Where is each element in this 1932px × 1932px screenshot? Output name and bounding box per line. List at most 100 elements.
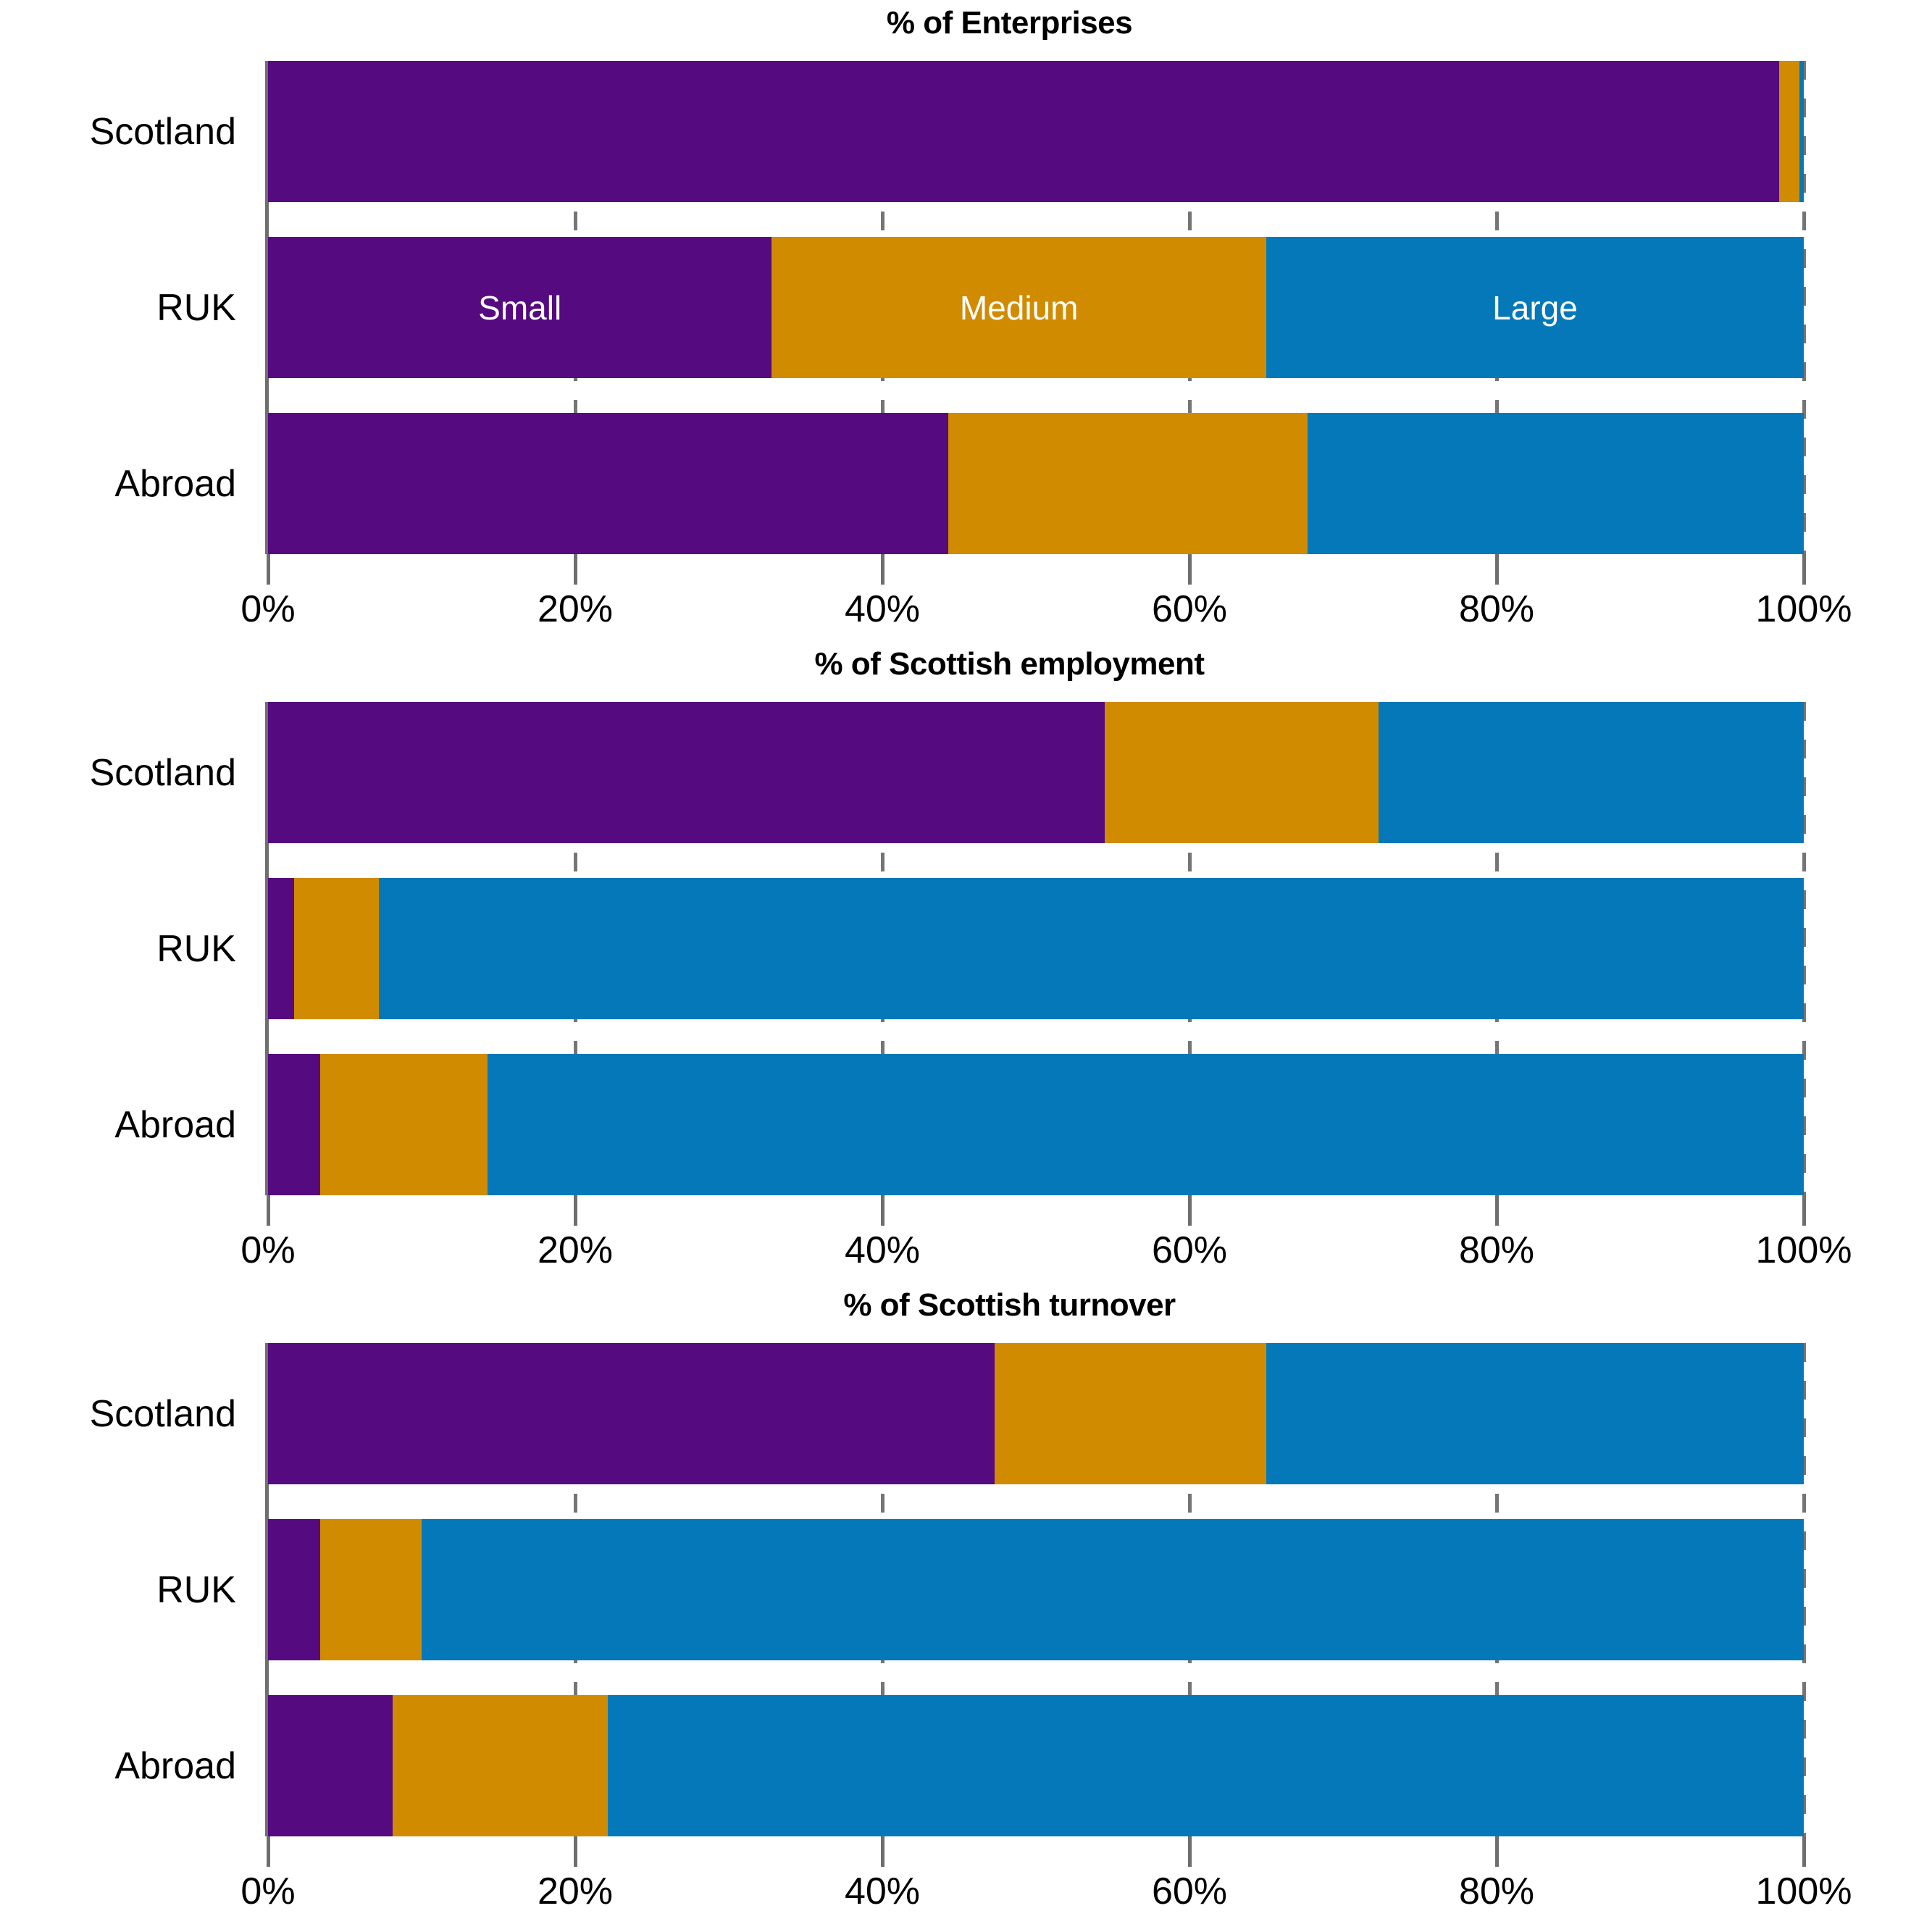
table-row: RUK [156, 1519, 1804, 1660]
bar-segment-medium [1105, 702, 1379, 843]
x-axis-tick [574, 1836, 577, 1867]
y-axis-line [265, 61, 269, 554]
row-spacer [268, 202, 1804, 237]
x-axis-tick [881, 1195, 885, 1226]
bar-segment-small [268, 1695, 393, 1836]
table-row: RUK [156, 878, 1804, 1019]
x-axis-tick-label: 60% [1151, 1229, 1228, 1271]
y-axis-line [265, 702, 269, 1195]
row-spacer [268, 378, 1804, 413]
segment-label: Medium [959, 288, 1079, 327]
x-axis-tick [881, 1836, 885, 1867]
row-spacer [268, 1019, 1804, 1054]
x-axis-tick-label: 40% [844, 1229, 921, 1271]
bar-segment-medium [948, 413, 1308, 554]
bar-segment-small [268, 61, 1780, 202]
x-axis-tick [1495, 1195, 1499, 1226]
row-spacer [268, 1484, 1804, 1519]
bar-segment-small [268, 1054, 321, 1195]
table-row: RUK Small Medium Large [156, 237, 1804, 378]
x-axis-tick-label: 60% [1151, 1870, 1228, 1912]
category-label-ruk: RUK [156, 1568, 236, 1611]
chart-title: % of Scottish turnover [843, 1287, 1176, 1323]
bar-segment-large [421, 1519, 1804, 1660]
table-row: Abroad [114, 1054, 1804, 1195]
x-axis-tick-label: 0% [241, 1229, 296, 1271]
chart-title: % of Enterprises [886, 5, 1133, 41]
bar-rows: Scotland RUK Small Medium Large Abroad [90, 61, 1804, 554]
x-axis-tick-label: 100% [1755, 1229, 1852, 1271]
x-axis-tick-label: 100% [1755, 1870, 1852, 1912]
bar-segment-small [268, 878, 295, 1019]
category-label-abroad: Abroad [114, 462, 236, 505]
x-axis-tick-label: 20% [537, 1870, 614, 1912]
x-axis-tick-label: 100% [1755, 588, 1852, 630]
category-label-scotland: Scotland [89, 1392, 236, 1435]
row-spacer [268, 1660, 1804, 1695]
bar-rows: Scotland RUK Abroad [90, 1343, 1804, 1836]
bar-segment-medium: Medium [771, 237, 1266, 378]
category-label-scotland: Scotland [89, 110, 236, 153]
chart-panel-1: % of Enterprises Scotland RUK Small Medium La… [0, 5, 1932, 631]
x-axis: 0% 20% 40% 60% 80% 100% [241, 1195, 1852, 1271]
bar-segment-large: Large [1266, 237, 1804, 378]
bar-segment-large [607, 1695, 1804, 1836]
x-axis-tick [267, 1836, 270, 1867]
chart-panel-3: % of Scottish turnover Scotland RUK Abroad 0… [0, 1287, 1932, 1913]
x-axis-tick [1802, 554, 1806, 585]
x-axis-tick [574, 554, 577, 585]
bar-segment-small [268, 1519, 321, 1660]
plot-area: Scotland RUK Small Medium Large Abroad [90, 61, 1806, 554]
bar-rows: Scotland RUK Abroad [90, 702, 1804, 1195]
bar-segment-large [1266, 1343, 1804, 1484]
table-row: Scotland [90, 702, 1804, 843]
category-label-scotland: Scotland [89, 751, 236, 794]
x-axis: 0% 20% 40% 60% 80% 100% [241, 554, 1852, 630]
table-row: Abroad [114, 413, 1804, 554]
bar-segment-small [268, 1343, 995, 1484]
table-row: Scotland [90, 61, 1804, 202]
x-axis-tick-label: 40% [844, 1870, 921, 1912]
x-axis-tick [574, 1195, 577, 1226]
segment-label: Small [478, 288, 562, 327]
x-axis-tick [267, 554, 270, 585]
x-axis-tick [1802, 1195, 1806, 1226]
x-axis-tick [1495, 1836, 1499, 1867]
x-axis-tick [1188, 1195, 1192, 1226]
bar-segment-medium [320, 1519, 422, 1660]
chart-panel-2: % of Scottish employment Scotland RUK Abroa… [0, 646, 1932, 1272]
bar-segment-large [378, 878, 1804, 1019]
x-axis-tick-label: 20% [537, 588, 614, 630]
bar-segment-medium [994, 1343, 1266, 1484]
category-label-ruk: RUK [156, 927, 236, 970]
x-axis-tick-label: 20% [537, 1229, 614, 1271]
x-axis-tick-label: 0% [241, 1870, 296, 1912]
bar-segment-small [268, 702, 1105, 843]
plot-area: Scotland RUK Abroad [90, 1343, 1806, 1836]
x-axis-tick [1188, 554, 1192, 585]
x-axis: 0% 20% 40% 60% 80% 100% [241, 1836, 1852, 1912]
chart-title: % of Scottish employment [814, 646, 1205, 682]
bar-segment-large [488, 1054, 1804, 1195]
x-axis-tick-label: 80% [1458, 588, 1535, 630]
bar-segment-medium [320, 1054, 488, 1195]
x-axis-tick [1802, 1836, 1806, 1867]
bar-segment-medium [294, 878, 379, 1019]
category-label-abroad: Abroad [114, 1103, 236, 1146]
x-axis-tick-label: 40% [844, 588, 921, 630]
bar-segment-large [1378, 702, 1804, 843]
x-axis-tick-label: 60% [1151, 588, 1228, 630]
x-axis-tick-label: 80% [1458, 1229, 1535, 1271]
bar-segment-small [268, 413, 949, 554]
bar-segment-large [1308, 413, 1804, 554]
table-row: Scotland [90, 1343, 1804, 1484]
bar-segment-medium [1779, 61, 1799, 202]
x-axis-tick [1188, 1836, 1192, 1867]
table-row: Abroad [114, 1695, 1804, 1836]
x-axis-tick [1495, 554, 1499, 585]
category-label-abroad: Abroad [114, 1744, 236, 1787]
bar-segment-small: Small [268, 237, 772, 378]
x-axis-tick [881, 554, 885, 585]
segment-label: Large [1492, 288, 1578, 327]
